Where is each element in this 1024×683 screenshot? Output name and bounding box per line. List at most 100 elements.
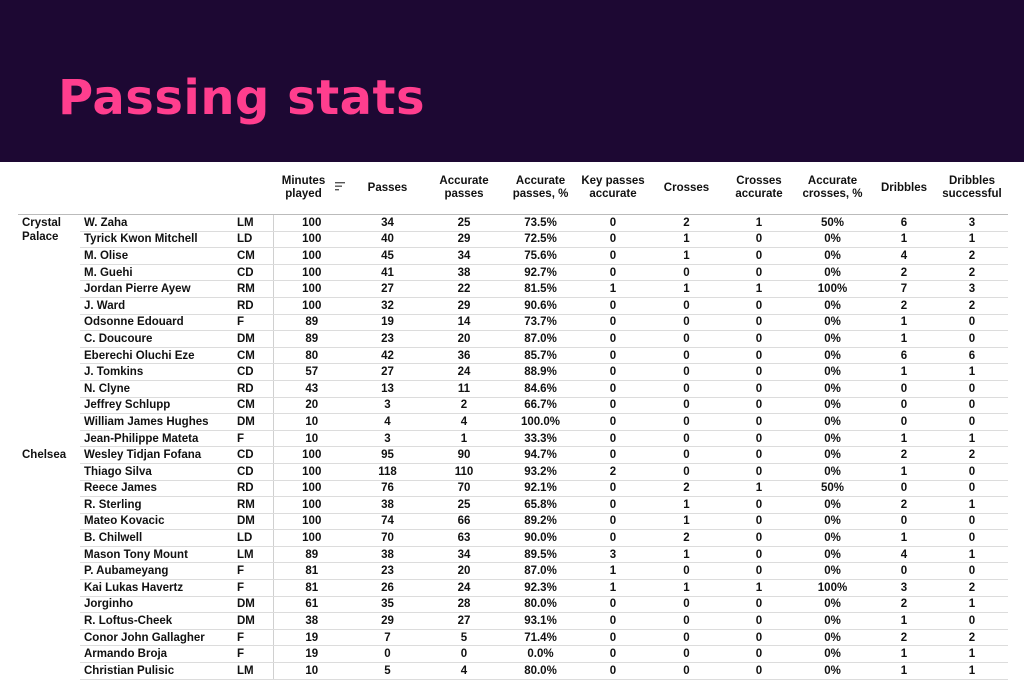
stats-table-container: Minutes played Passes Accurate passes Ac…: [18, 162, 1008, 680]
accurate-crosses-pct-cell: 0%: [793, 380, 872, 398]
position-cell: CM: [233, 247, 273, 265]
dribbles-successful-header[interactable]: Dribbles successful: [936, 162, 1008, 215]
minutes-header-label: Minutes played: [281, 175, 326, 200]
player-name-cell: J. Tomkins: [80, 363, 233, 381]
passes-cell: 38: [350, 496, 425, 514]
minutes-played-cell: 100: [272, 463, 350, 481]
dribbles-successful-cell: 1: [936, 662, 1008, 680]
dribbles-cell: 4: [872, 247, 936, 265]
accurate-passes-cell: 27: [425, 612, 503, 630]
passes-cell: 13: [350, 380, 425, 398]
dribbles-successful-cell: 1: [936, 231, 1008, 249]
accurate-passes-cell: 25: [425, 214, 503, 232]
crosses-cell: 1: [648, 579, 725, 597]
accurate-crosses-pct-header[interactable]: Accurate crosses, %: [793, 162, 872, 215]
crosses-header[interactable]: Crosses: [648, 162, 725, 215]
player-name-cell: P. Aubameyang: [80, 562, 233, 581]
accurate-passes-cell: 25: [425, 496, 503, 514]
position-cell: RD: [233, 380, 273, 398]
sort-descending-icon[interactable]: [334, 181, 345, 195]
minutes-played-cell: 10: [272, 413, 350, 431]
minutes-played-cell: 10: [272, 430, 350, 448]
player-name-cell: Odsonne Edouard: [80, 314, 233, 332]
passes-cell: 74: [350, 513, 425, 531]
position-cell: CD: [233, 463, 273, 481]
dribbles-cell: 1: [872, 529, 936, 547]
passes-cell: 19: [350, 314, 425, 332]
table-row: R. Sterling RM 100 38 25 65.8% 0 1 0 0% 2 1: [18, 496, 1008, 514]
crosses-accurate-cell: 0: [725, 562, 793, 581]
dribbles-successful-cell: 2: [936, 579, 1008, 597]
crosses-cell: 1: [648, 231, 725, 249]
key-passes-cell: 0: [578, 330, 648, 348]
crosses-cell: 0: [648, 314, 725, 332]
player-name-cell: M. Olise: [80, 247, 233, 265]
table-row: N. Clyne RD 43 13 11 84.6% 0 0 0 0% 0 0: [18, 380, 1008, 398]
minutes-header[interactable]: Minutes played: [273, 162, 350, 215]
accurate-passes-pct-cell: 66.7%: [503, 397, 578, 415]
key-passes-cell: 0: [578, 529, 648, 547]
crosses-accurate-cell: 0: [725, 662, 793, 680]
passes-cell: 29: [350, 612, 425, 630]
passes-cell: 26: [350, 579, 425, 597]
crosses-cell: 0: [648, 612, 725, 630]
key-passes-cell: 0: [578, 645, 648, 664]
crosses-accurate-cell: 0: [725, 330, 793, 348]
key-passes-cell: 0: [578, 214, 648, 232]
dribbles-cell: 0: [872, 380, 936, 398]
accurate-crosses-pct-cell: 0%: [793, 430, 872, 448]
accurate-passes-pct-cell: 84.6%: [503, 380, 578, 398]
position-cell: DM: [233, 513, 273, 531]
position-cell: LM: [233, 662, 273, 680]
dribbles-successful-cell: 3: [936, 214, 1008, 232]
accurate-passes-pct-cell: 89.2%: [503, 513, 578, 531]
accurate-crosses-pct-cell: 0%: [793, 314, 872, 332]
crosses-accurate-cell: 0: [725, 363, 793, 381]
accurate-passes-pct-cell: 87.0%: [503, 562, 578, 581]
accurate-passes-pct-cell: 72.5%: [503, 231, 578, 249]
accurate-passes-pct-header[interactable]: Accurate passes, %: [503, 162, 578, 215]
minutes-played-cell: 100: [272, 529, 350, 547]
table-row: Chelsea Wesley Tidjan Fofana CD 100 95 90 94.7…: [18, 446, 1008, 464]
dribbles-cell: 0: [872, 562, 936, 581]
table-row: C. Doucoure DM 89 23 20 87.0% 0 0 0 0% 1 0: [18, 330, 1008, 348]
crosses-accurate-cell: 0: [725, 496, 793, 514]
accurate-passes-pct-cell: 80.0%: [503, 662, 578, 680]
accurate-passes-cell: 20: [425, 562, 503, 581]
accurate-passes-cell: 110: [425, 463, 503, 481]
dribbles-successful-cell: 6: [936, 347, 1008, 365]
accurate-crosses-pct-cell: 0%: [793, 546, 872, 564]
accurate-passes-header[interactable]: Accurate passes: [425, 162, 503, 215]
minutes-played-cell: 38: [272, 612, 350, 630]
dribbles-header[interactable]: Dribbles: [872, 162, 936, 215]
crosses-cell: 0: [648, 463, 725, 481]
minutes-played-cell: 20: [272, 397, 350, 415]
position-cell: DM: [233, 413, 273, 431]
player-name-cell: Reece James: [80, 480, 233, 498]
passes-header[interactable]: Passes: [350, 162, 425, 215]
table-row: Mason Tony Mount LM 89 38 34 89.5% 3 1 0 0% 4 1: [18, 546, 1008, 564]
position-cell: LD: [233, 231, 273, 249]
crosses-accurate-cell: 0: [725, 612, 793, 630]
accurate-passes-pct-cell: 87.0%: [503, 330, 578, 348]
minutes-played-cell: 100: [272, 496, 350, 514]
player-name-cell: Jean-Philippe Mateta: [80, 430, 233, 448]
passes-cell: 3: [350, 397, 425, 415]
accurate-crosses-pct-cell: 50%: [793, 214, 872, 232]
player-name-cell: M. Guehi: [80, 264, 233, 282]
position-cell: CD: [233, 363, 273, 381]
key-passes-cell: 0: [578, 363, 648, 381]
table-row: Jordan Pierre Ayew RM 100 27 22 81.5% 1 1 1 100% 7…: [18, 280, 1008, 298]
dribbles-cell: 2: [872, 264, 936, 282]
crosses-cell: 0: [648, 413, 725, 431]
crosses-accurate-header[interactable]: Crosses accurate: [725, 162, 793, 215]
crosses-cell: 0: [648, 562, 725, 581]
dribbles-successful-cell: 1: [936, 496, 1008, 514]
accurate-passes-pct-cell: 94.7%: [503, 446, 578, 464]
dribbles-successful-cell: 1: [936, 430, 1008, 448]
key-passes-header[interactable]: Key passes accurate: [578, 162, 648, 215]
table-row: Conor John Gallagher F 19 7 5 71.4% 0 0 0 0% 2 2: [18, 629, 1008, 647]
table-row: Crystal Palace W. Zaha LM 100 34 25 73.5% 0 2 1 50…: [18, 214, 1008, 243]
accurate-passes-pct-cell: 93.1%: [503, 612, 578, 630]
accurate-passes-cell: 66: [425, 513, 503, 531]
